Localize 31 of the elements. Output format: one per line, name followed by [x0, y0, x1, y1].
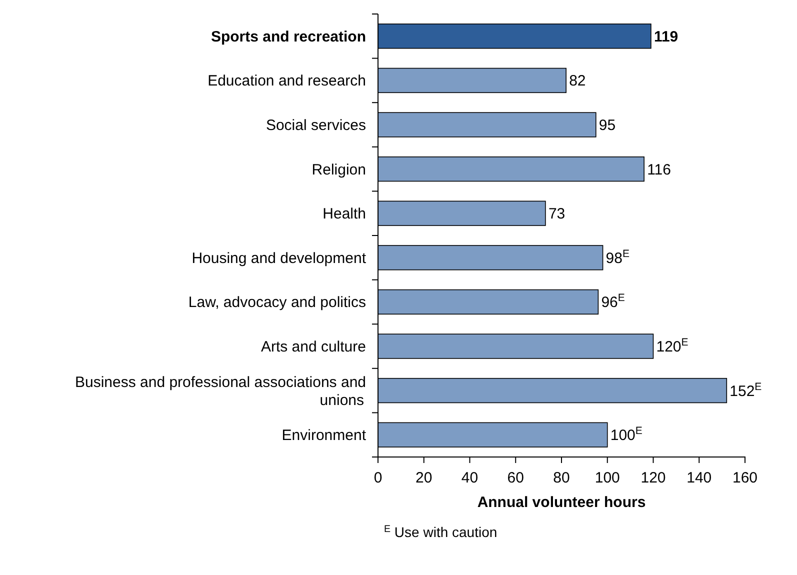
x-tick-label: 20 [416, 470, 432, 486]
y-tick-label: Health [322, 206, 366, 223]
data-label: 96$^{E}$ [601, 292, 625, 312]
y-tick-label: Sports and recreation [210, 28, 366, 46]
data-label: 100$^{E}$ [610, 425, 642, 444]
data-label: 73 [548, 206, 566, 223]
data-label: 95 [598, 117, 616, 134]
y-tick-label: Law, advocacy and politics [188, 294, 366, 312]
x-tick-label: 60 [507, 470, 524, 486]
data-label: 120$^{E}$ [656, 336, 688, 356]
y-tick-label: Business and professional associations and unions [74, 374, 366, 409]
y-tick-label: Housing and development [192, 250, 367, 267]
data-label: 152$^{E}$ [730, 380, 762, 400]
x-tick-label: 160 [732, 470, 758, 486]
x-tick-label: 40 [461, 470, 478, 486]
y-tick-label: Arts and culture [260, 338, 366, 356]
x-tick-label: 100 [594, 470, 620, 486]
x-axis-title: Annual volunteer hours [477, 494, 646, 511]
text: $^{E}$ Use with caution [384, 524, 498, 540]
x-tick-label: 120 [640, 470, 666, 486]
data-label: 119 [654, 28, 678, 46]
y-tick-label: Social services [266, 117, 366, 134]
data-label: 82 [569, 72, 586, 90]
data-label: 116 [647, 161, 671, 178]
data-label: 98$^{E}$ [606, 248, 630, 267]
y-tick-label: Environment [282, 427, 367, 444]
y-tick-label: Education and research [208, 72, 366, 90]
y-tick-label: Religion [312, 161, 366, 178]
x-tick-label: 80 [553, 470, 570, 486]
x-tick-label: 140 [686, 470, 712, 486]
x-tick-label: 0 [374, 470, 382, 486]
